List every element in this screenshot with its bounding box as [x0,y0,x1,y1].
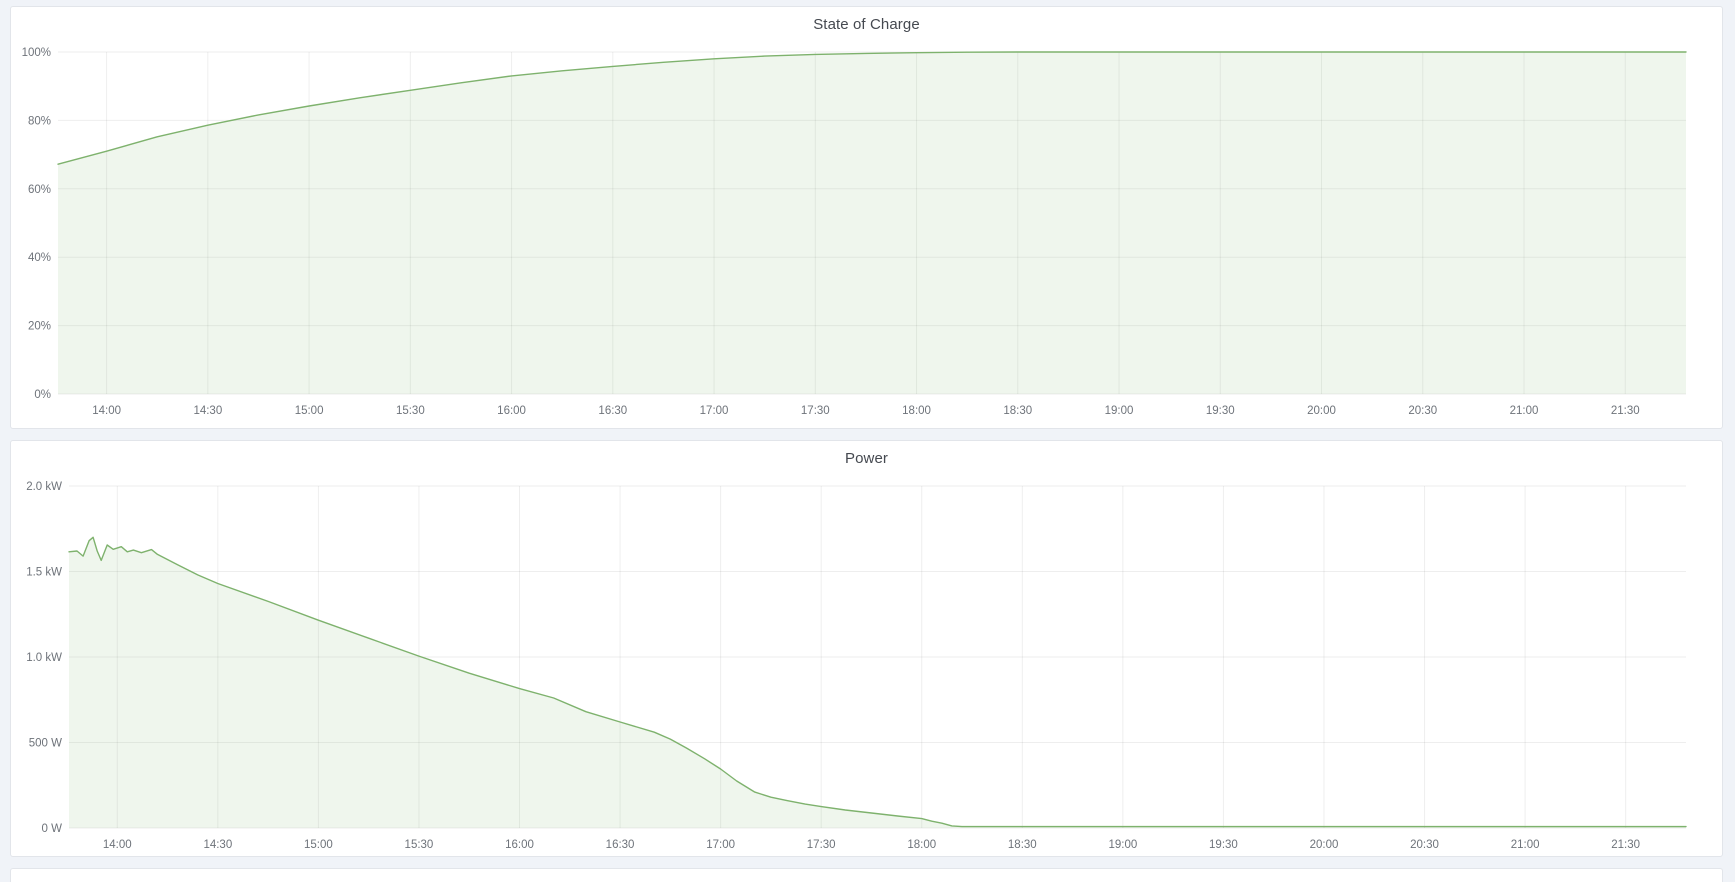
power-chart[interactable]: 0 W 500 W 1.0 kW 1.5 kW 2.0 kW 14:00 14:30 15:0… [11,441,1722,856]
series-area [69,537,1686,828]
x-axis-label: 19:00 [1105,405,1134,417]
x-axis-label: 20:00 [1310,839,1339,851]
x-axis-label: 14:00 [92,405,121,417]
gridlines [69,485,1686,829]
x-axis-label: 15:30 [405,839,434,851]
y-axis-label: 0 W [42,823,63,835]
x-axis-label: 17:00 [706,839,735,851]
x-axis-label: 14:30 [203,839,232,851]
x-axis-label: 18:00 [907,839,936,851]
y-axis-label: 0% [34,389,51,401]
x-axis-label: 18:30 [1008,839,1037,851]
panel-title-power[interactable]: Power [844,449,889,467]
axis-labels: 0 W 500 W 1.0 kW 1.5 kW 2.0 kW 14:00 14:30 15:0… [26,481,1640,851]
y-axis-label: 500 W [29,738,62,750]
y-axis-label: 60% [28,184,51,196]
x-axis-label: 18:30 [1003,405,1032,417]
x-axis-label: 16:30 [606,839,635,851]
x-axis-label: 16:00 [497,405,526,417]
x-axis-label: 20:30 [1408,405,1437,417]
x-axis-label: 20:30 [1410,839,1439,851]
series-line [68,536,1687,828]
chart-canvas: 0% 20% 40% 60% 80% 100% 14:00 14:30 15:00 15:30 16… [22,47,1687,417]
x-axis-label: 14:00 [103,839,132,851]
x-axis-label: 17:00 [700,405,729,417]
y-axis-label: 100% [22,47,51,59]
y-axis-label: 2.0 kW [26,481,62,493]
x-axis-label: 18:00 [902,405,931,417]
x-axis-label: 21:00 [1510,405,1539,417]
x-axis-label: 16:00 [505,839,534,851]
y-axis-label: 40% [28,252,51,264]
x-axis-label: 21:30 [1611,839,1640,851]
gridlines [58,51,1686,395]
panel-state-of-charge: State of Charge 0% 20% 40% 60% 80% 100% 14:00 1… [10,6,1723,429]
series-line [57,51,1687,165]
x-axis-label: 15:00 [304,839,333,851]
x-axis-label: 21:30 [1611,405,1640,417]
next-panel-edge [10,868,1723,882]
y-axis-label: 1.0 kW [26,652,62,664]
chart-canvas: 0 W 500 W 1.0 kW 1.5 kW 2.0 kW 14:00 14:30 15:0… [26,481,1687,851]
x-axis-label: 15:00 [295,405,324,417]
state-of-charge-chart[interactable]: 0% 20% 40% 60% 80% 100% 14:00 14:30 15:00 15:30 16… [11,7,1722,428]
x-axis-label: 19:30 [1206,405,1235,417]
x-axis-label: 16:30 [598,405,627,417]
x-axis-label: 21:00 [1511,839,1540,851]
y-axis-label: 80% [28,115,51,127]
x-axis-label: 19:00 [1108,839,1137,851]
axis-labels: 0% 20% 40% 60% 80% 100% 14:00 14:30 15:00 15:30 16… [22,47,1640,417]
x-axis-label: 14:30 [193,405,222,417]
x-axis-label: 15:30 [396,405,425,417]
y-axis-label: 20% [28,321,51,333]
y-axis-label: 1.5 kW [26,567,62,579]
panel-title-state-of-charge[interactable]: State of Charge [813,15,920,33]
panel-power: Power 0 W 500 W 1.0 kW 1.5 kW 2.0 kW 14:00 14:… [10,440,1723,857]
x-axis-label: 19:30 [1209,839,1238,851]
x-axis-label: 17:30 [807,839,836,851]
x-axis-label: 20:00 [1307,405,1336,417]
x-axis-label: 17:30 [801,405,830,417]
series-area [58,52,1686,394]
